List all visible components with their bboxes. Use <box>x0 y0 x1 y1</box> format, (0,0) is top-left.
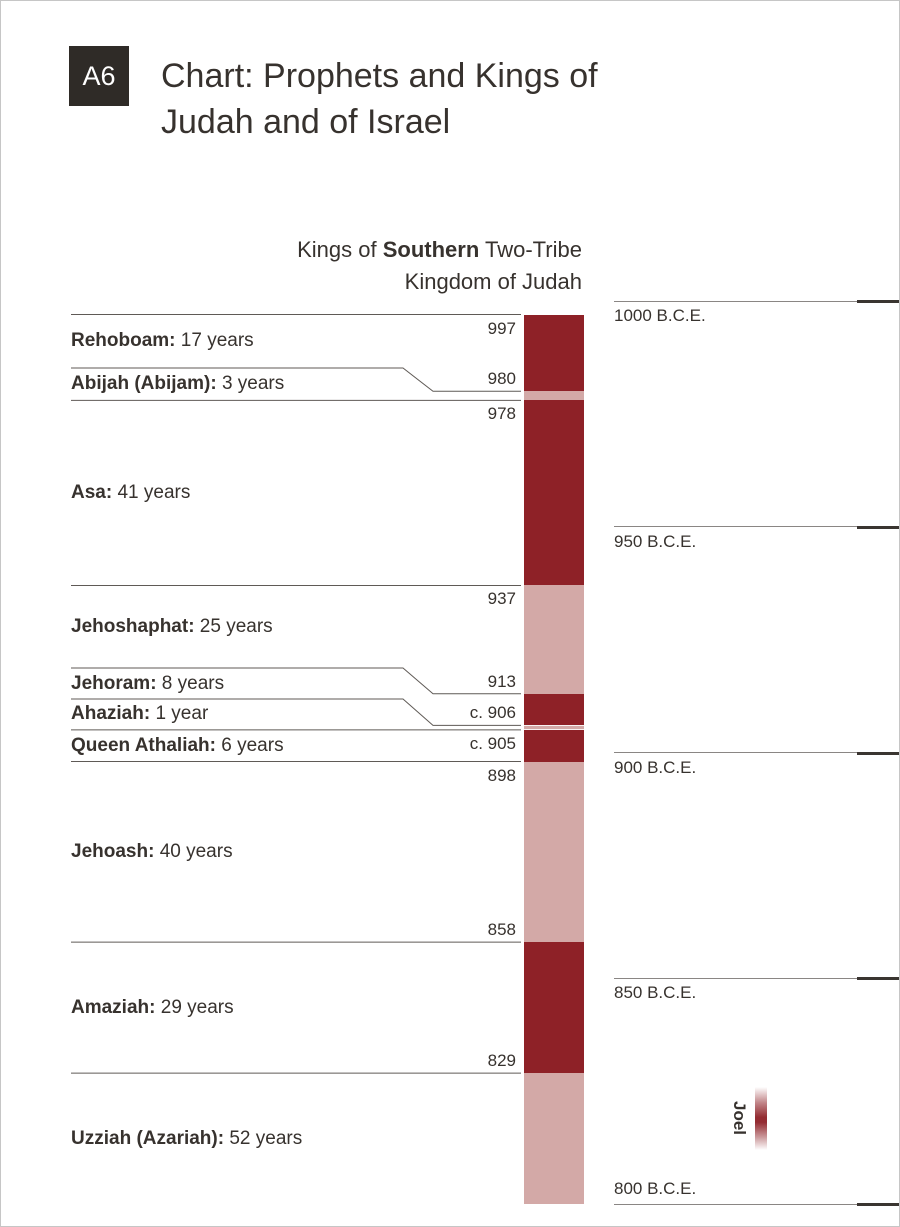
reign-segment <box>524 725 584 730</box>
king-name: Rehoboam: <box>71 330 176 352</box>
king-name: Jehoram: <box>71 672 157 694</box>
reign-segment <box>524 729 584 762</box>
king-label: Amaziah: 29 years <box>71 996 234 1018</box>
king-separator <box>71 367 521 392</box>
reign-start-year: c. 905 <box>469 733 516 753</box>
reign-start-year: 997 <box>487 318 516 338</box>
reign-segment <box>524 314 584 392</box>
king-label: Asa: 41 years <box>71 481 191 503</box>
timeline-tick-line <box>614 752 899 753</box>
king-label: Abijah (Abijam): 3 years <box>71 373 285 395</box>
reign-segment <box>524 1073 584 1204</box>
chart-title: Kings of Southern Two-Tribe Kingdom of J… <box>297 234 582 298</box>
reign-segment <box>524 693 584 726</box>
reign-start-year: 937 <box>487 589 516 609</box>
timeline-tick-line <box>614 526 899 528</box>
king-name: Uzziah (Azariah): <box>71 1127 225 1149</box>
reign-start-year: 829 <box>487 1051 516 1071</box>
timeline-tick-label: 1000 B.C.E. <box>614 306 706 325</box>
king-label: Ahaziah: 1 year <box>71 703 209 725</box>
section-badge: A6 <box>69 46 129 106</box>
king-name: Jehoshaphat: <box>71 615 195 637</box>
reign-segment <box>524 400 584 586</box>
chart-title-line2: Kingdom of Judah <box>404 269 582 294</box>
reign-start-year: 898 <box>487 765 516 785</box>
king-name: Ahaziah: <box>71 703 151 725</box>
king-label: Uzziah (Azariah): 52 years <box>71 1127 303 1149</box>
timeline-tick-label: 800 B.C.E. <box>614 1179 697 1198</box>
king-label: Jehoash: 40 years <box>71 840 233 862</box>
king-label: Queen Athaliah: 6 years <box>71 734 284 756</box>
king-name: Amaziah: <box>71 996 156 1018</box>
reign-segment <box>524 391 584 401</box>
king-name: Abijah (Abijam): <box>71 373 217 395</box>
king-name: Asa: <box>71 481 113 503</box>
timeline-tick-mark <box>857 977 899 981</box>
timeline-tick-label: 950 B.C.E. <box>614 531 697 551</box>
timeline-tick-label: 850 B.C.E. <box>614 983 697 1003</box>
king-label: Rehoboam: 17 years <box>71 330 254 352</box>
chart-title-prefix: Kings of <box>297 237 383 262</box>
page-title-line2: Judah and of Israel <box>161 103 451 141</box>
timeline-tick-mark <box>857 751 899 755</box>
page-title-line1: Chart: Prophets and Kings of <box>161 57 598 95</box>
page-title: Chart: Prophets and Kings of Judah and o… <box>161 53 598 145</box>
chart-title-line1: Kings of Southern Two-Tribe <box>297 234 582 266</box>
timeline-tick-line <box>614 300 899 302</box>
reign-start-year: c. 906 <box>469 703 516 723</box>
reign-segment <box>524 761 584 943</box>
king-label: Jehoshaphat: 25 years <box>71 615 273 637</box>
timeline-tick-line <box>614 1203 899 1205</box>
king-name: Jehoash: <box>71 840 155 862</box>
reign-start-year: 978 <box>487 404 516 424</box>
reign-start-year: 980 <box>487 369 516 389</box>
reign-start-year: 858 <box>487 920 516 940</box>
chart-title-suffix: Two-Tribe <box>479 237 582 262</box>
timeline-tick-mark <box>857 1203 899 1206</box>
king-separator <box>71 698 521 726</box>
timeline-tick-mark <box>857 300 899 303</box>
timeline-tick-line <box>614 977 899 979</box>
reign-segment <box>524 585 584 694</box>
reign-segment <box>524 942 584 1074</box>
king-name: Queen Athaliah: <box>71 734 216 756</box>
prophet-name: Joel <box>730 1101 749 1136</box>
chart-title-bold: Southern <box>382 237 480 262</box>
king-label: Jehoram: 8 years <box>71 672 225 694</box>
reign-start-year: 913 <box>487 671 516 691</box>
timeline-tick-mark <box>857 525 899 529</box>
prophet-period-marker <box>755 1086 767 1150</box>
timeline-tick-label: 900 B.C.E. <box>614 757 697 777</box>
king-separator <box>71 667 521 695</box>
